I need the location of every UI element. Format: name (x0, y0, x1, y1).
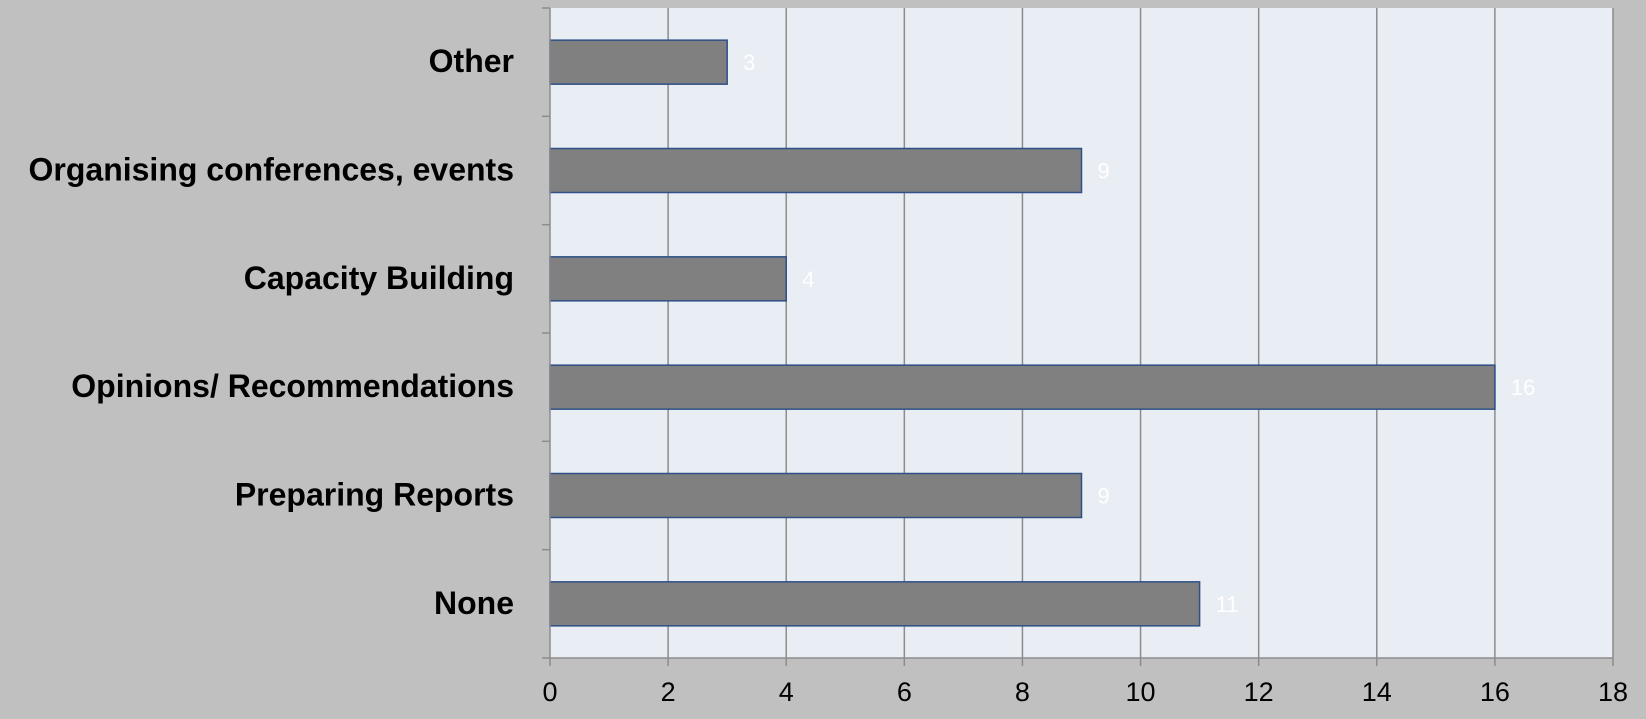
gridlines (667, 8, 1614, 658)
x-tick-label-0: 0 (542, 677, 557, 707)
bar-organising-conferences-events (549, 147, 1083, 194)
labels: 0 2 4 6 8 10 12 14 16 18 Other 3 Organising conferen… (29, 43, 1629, 707)
plot-background (550, 8, 1613, 658)
x-tick-label-18: 18 (1598, 677, 1628, 707)
bar-none (549, 581, 1201, 627)
bar-preparing-reports (549, 472, 1083, 519)
category-label-opinions-recommendations: Opinions/ Recommendations (71, 368, 514, 404)
bar-opinions-recommendations (549, 364, 1496, 410)
x-tick-label-16: 16 (1480, 677, 1510, 707)
x-tick-label-10: 10 (1126, 677, 1156, 707)
axes (542, 7, 1614, 666)
x-tick-label-14: 14 (1362, 677, 1392, 707)
bar-other (549, 39, 728, 85)
data-label-other: 3 (743, 50, 755, 75)
data-label-none: 11 (1216, 592, 1239, 617)
plot-area (550, 8, 1613, 658)
data-label-capacity-building: 4 (802, 267, 814, 292)
data-label-organising-conferences-events: 9 (1098, 159, 1110, 184)
x-tick-label-8: 8 (1015, 677, 1030, 707)
data-label-opinions-recommendations: 16 (1511, 375, 1535, 400)
category-label-other: Other (429, 43, 514, 79)
bar-capacity-building (549, 256, 787, 302)
category-label-capacity-building: Capacity Building (244, 260, 514, 296)
data-label-preparing-reports: 9 (1098, 484, 1110, 509)
category-label-none: None (434, 585, 514, 621)
x-tick-label-12: 12 (1244, 677, 1274, 707)
x-tick-label-4: 4 (779, 677, 794, 707)
x-tick-label-2: 2 (661, 677, 676, 707)
category-label-preparing-reports: Preparing Reports (235, 477, 514, 513)
bars (549, 39, 1496, 627)
category-label-organising-conferences-events: Organising conferences, events (29, 152, 515, 188)
x-tick-label-6: 6 (897, 677, 912, 707)
